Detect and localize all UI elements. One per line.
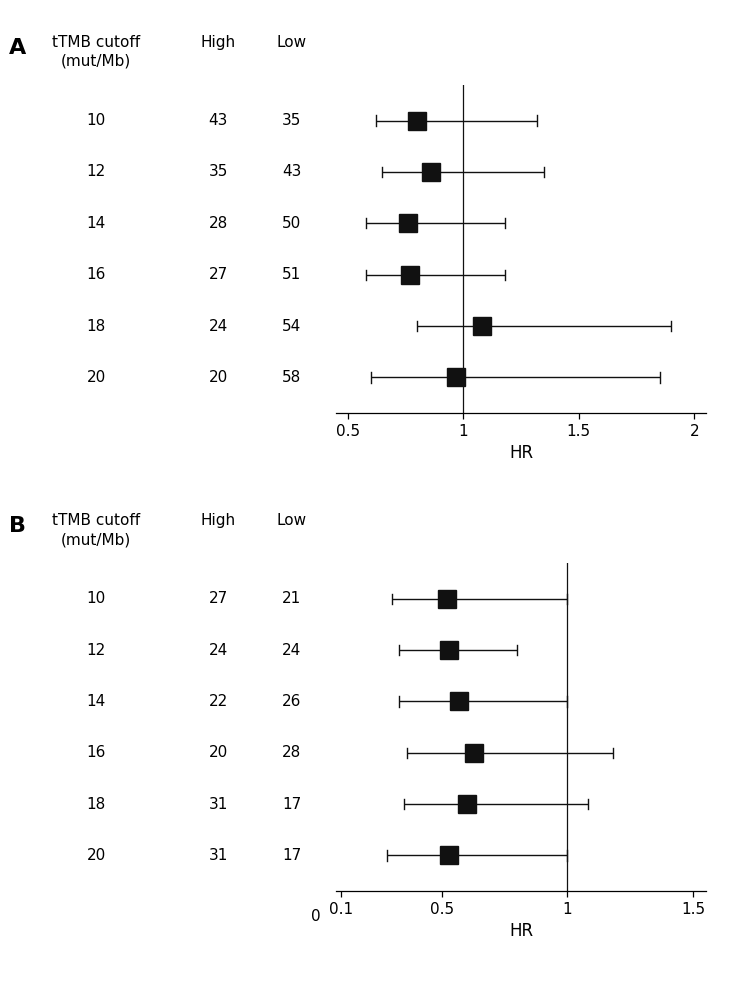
X-axis label: HR: HR [509,922,533,940]
Text: 51: 51 [282,267,302,282]
Text: 27: 27 [208,267,228,282]
Text: 43: 43 [282,164,302,179]
Text: High: High [200,35,236,51]
Text: 14: 14 [86,694,106,709]
Text: 16: 16 [86,267,106,282]
Text: 58: 58 [282,370,302,384]
Text: Low: Low [277,35,307,51]
Text: 31: 31 [208,797,228,812]
Text: A: A [9,38,26,58]
Bar [422,163,440,181]
Text: 24: 24 [208,642,228,657]
Bar [450,692,469,710]
Text: 14: 14 [86,216,106,231]
Text: 24: 24 [282,642,302,657]
Bar [399,214,417,232]
Text: 24: 24 [208,319,228,334]
Bar [437,590,456,608]
Text: 22: 22 [208,694,228,709]
Text: 18: 18 [86,319,106,334]
Text: 26: 26 [282,694,302,709]
Text: 16: 16 [86,745,106,760]
Text: 10: 10 [86,114,106,128]
Bar [401,266,419,284]
Text: 20: 20 [86,370,106,384]
Text: 10: 10 [86,592,106,607]
Bar [440,641,458,659]
X-axis label: HR: HR [509,444,533,462]
Bar [473,317,491,335]
Text: 20: 20 [86,848,106,863]
Text: 31: 31 [208,848,228,863]
Text: tTMB cutoff
(mut/Mb): tTMB cutoff (mut/Mb) [52,514,140,547]
Text: 21: 21 [282,592,302,607]
Text: Low: Low [277,514,307,529]
Text: 12: 12 [86,164,106,179]
Text: 0: 0 [311,909,321,924]
Text: 12: 12 [86,642,106,657]
Bar [440,847,458,865]
Text: 28: 28 [282,745,302,760]
Text: High: High [200,514,236,529]
Text: 20: 20 [208,745,228,760]
Text: 20: 20 [208,370,228,384]
Text: 54: 54 [282,319,302,334]
Text: 35: 35 [282,114,302,128]
Bar [447,369,466,386]
Text: 17: 17 [282,797,302,812]
Text: 27: 27 [208,592,228,607]
Text: B: B [9,516,26,536]
Text: 18: 18 [86,797,106,812]
Text: 50: 50 [282,216,302,231]
Text: 43: 43 [208,114,228,128]
Text: 28: 28 [208,216,228,231]
Bar [458,795,476,813]
Text: 35: 35 [208,164,228,179]
Text: 17: 17 [282,848,302,863]
Bar [408,112,426,129]
Text: tTMB cutoff
(mut/Mb): tTMB cutoff (mut/Mb) [52,35,140,69]
Bar [466,744,483,762]
